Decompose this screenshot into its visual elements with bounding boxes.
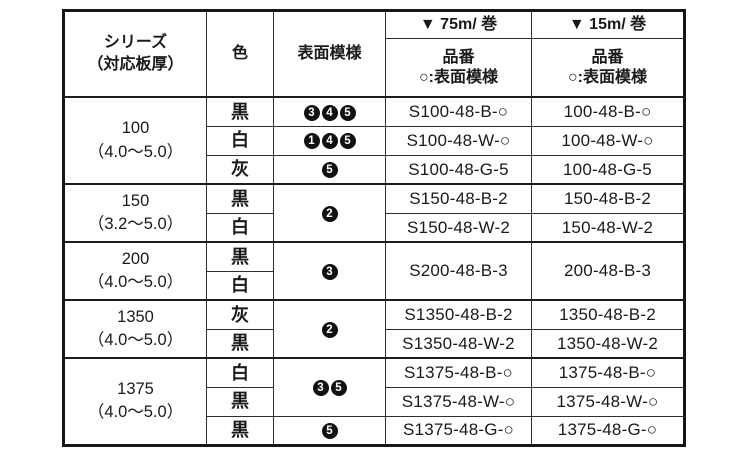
header-roll-75m: ▼ 75m/ 巻 xyxy=(385,10,532,39)
series-thickness: （4.0～5.0） xyxy=(87,142,184,161)
color-cell: 白 xyxy=(206,212,274,243)
series-number: 1350 xyxy=(117,307,154,326)
header-series: シリーズ （対応板厚） xyxy=(63,10,207,98)
series-number: 150 xyxy=(121,191,150,210)
part-15-cell: 150-48-W-2 xyxy=(531,212,685,243)
part-15-cell: 1375-48-W-○ xyxy=(531,386,685,417)
series-cell-150: 150 （3.2～5.0） xyxy=(63,183,207,243)
pattern-cell: 5 xyxy=(273,154,386,185)
table-row: 白 S150-48-W-2 150-48-W-2 xyxy=(64,212,685,243)
part-15-cell: 200-48-B-3 xyxy=(531,241,685,301)
table-row: 黒 S1375-48-W-○ 1375-48-W-○ xyxy=(64,386,685,417)
table-row: 白 xyxy=(64,270,685,301)
pattern-badge: 5 xyxy=(330,380,347,397)
table-row: 黒 5 S1375-48-G-○ 1375-48-G-○ xyxy=(64,415,685,446)
product-spec-table: シリーズ （対応板厚） 色 表面模様 ▼ 75m/ 巻 ▼ 15m/ 巻 品番 … xyxy=(62,9,686,447)
part-15-cell: 1375-48-G-○ xyxy=(531,415,685,446)
pattern-badge: 5 xyxy=(321,162,338,179)
part-15-cell: 100-48-W-○ xyxy=(531,125,685,156)
pattern-cell: 2 xyxy=(273,299,386,359)
pattern-badge: 2 xyxy=(321,321,338,338)
part-75-cell: S1350-48-B-2 xyxy=(385,299,532,330)
series-cell-1350: 1350 （4.0～5.0） xyxy=(63,299,207,359)
header-series-line1: シリーズ xyxy=(103,34,168,52)
part-75-cell: S100-48-W-○ xyxy=(385,125,532,156)
pattern-badge: 5 xyxy=(321,422,338,439)
part-75-cell: S150-48-B-2 xyxy=(385,183,532,214)
header-color: 色 xyxy=(206,10,274,98)
part-75-cell: S1375-48-G-○ xyxy=(385,415,532,446)
series-thickness: （4.0～5.0） xyxy=(87,331,184,349)
part-15-cell: 150-48-B-2 xyxy=(531,183,685,214)
pattern-cell: 2 xyxy=(273,183,386,243)
pattern-badge: 5 xyxy=(339,133,356,150)
table-row: 200 （4.0～5.0） 黒 3 S200-48-B-3 200-48-B-3 xyxy=(63,241,685,301)
header-series-line2: （対応板厚） xyxy=(87,56,184,73)
series-thickness: （4.0～5.0） xyxy=(87,273,184,291)
part-15-cell: 1375-48-B-○ xyxy=(531,357,685,388)
pattern-badge: 4 xyxy=(321,133,338,150)
series-cell-200: 200 （4.0～5.0） xyxy=(63,241,207,301)
color-cell: 黒 xyxy=(206,96,274,127)
pattern-cell: 3 xyxy=(273,241,386,301)
color-cell: 白 xyxy=(206,270,274,301)
color-cell: 黒 xyxy=(206,415,274,446)
part-75-cell: S100-48-G-5 xyxy=(385,154,532,185)
part-75-cell: S100-48-B-○ xyxy=(385,96,532,127)
table-row: 灰 5 S100-48-G-5 100-48-G-5 xyxy=(64,154,685,185)
pattern-badge: 1 xyxy=(303,133,320,150)
pattern-badge: 3 xyxy=(321,263,338,280)
color-cell: 白 xyxy=(206,357,274,388)
header-pattern: 表面模様 xyxy=(273,10,386,98)
part-15-cell: 100-48-B-○ xyxy=(531,96,685,127)
header-part-15: 品番 ○:表面模様 xyxy=(531,38,685,98)
series-number: 200 xyxy=(121,249,150,268)
pattern-badge: 3 xyxy=(312,380,329,397)
series-number: 1375 xyxy=(117,380,154,399)
color-cell: 黒 xyxy=(206,386,274,417)
header-part-75: 品番 ○:表面模様 xyxy=(385,38,532,98)
series-cell-100: 100 （4.0～5.0） xyxy=(63,96,207,185)
color-cell: 灰 xyxy=(206,299,274,330)
pattern-badge: 4 xyxy=(321,104,338,121)
header-part-note-75: ○:表面模様 xyxy=(419,68,498,86)
pattern-cell: 5 xyxy=(273,415,386,446)
table-row: 1350 （4.0～5.0） 灰 2 S1350-48-B-2 1350-48-… xyxy=(63,299,685,359)
color-cell: 黒 xyxy=(206,241,274,272)
header-roll-15m: ▼ 15m/ 巻 xyxy=(531,10,685,39)
part-15-cell: 1350-48-B-2 xyxy=(531,299,685,330)
color-cell: 灰 xyxy=(206,154,274,185)
pattern-badge: 5 xyxy=(339,104,356,121)
series-cell-1375: 1375 （4.0～5.0） xyxy=(63,357,207,446)
table-row: 150 （3.2～5.0） 黒 2 S150-48-B-2 150-48-B-2 xyxy=(63,183,685,243)
part-75-cell: S200-48-B-3 xyxy=(385,241,532,301)
header-part-no-15: 品番 xyxy=(591,48,624,66)
pattern-badge: 2 xyxy=(321,205,338,222)
part-15-cell: 100-48-G-5 xyxy=(531,154,685,185)
series-number: 100 xyxy=(121,119,150,138)
part-75-cell: S150-48-W-2 xyxy=(385,212,532,243)
series-thickness: （4.0～5.0） xyxy=(87,403,184,422)
color-cell: 黒 xyxy=(206,183,274,214)
part-75-cell: S1350-48-W-2 xyxy=(385,328,532,359)
part-75-cell: S1375-48-W-○ xyxy=(385,386,532,417)
header-part-no-75: 品番 xyxy=(442,48,475,66)
series-thickness: （3.2～5.0） xyxy=(87,215,184,233)
color-cell: 黒 xyxy=(206,328,274,359)
pattern-badge: 3 xyxy=(303,104,320,121)
header-part-note-15: ○:表面模様 xyxy=(568,68,647,86)
color-cell: 白 xyxy=(206,125,274,156)
part-15-cell: 1350-48-W-2 xyxy=(531,328,685,359)
part-75-cell: S1375-48-B-○ xyxy=(385,357,532,388)
